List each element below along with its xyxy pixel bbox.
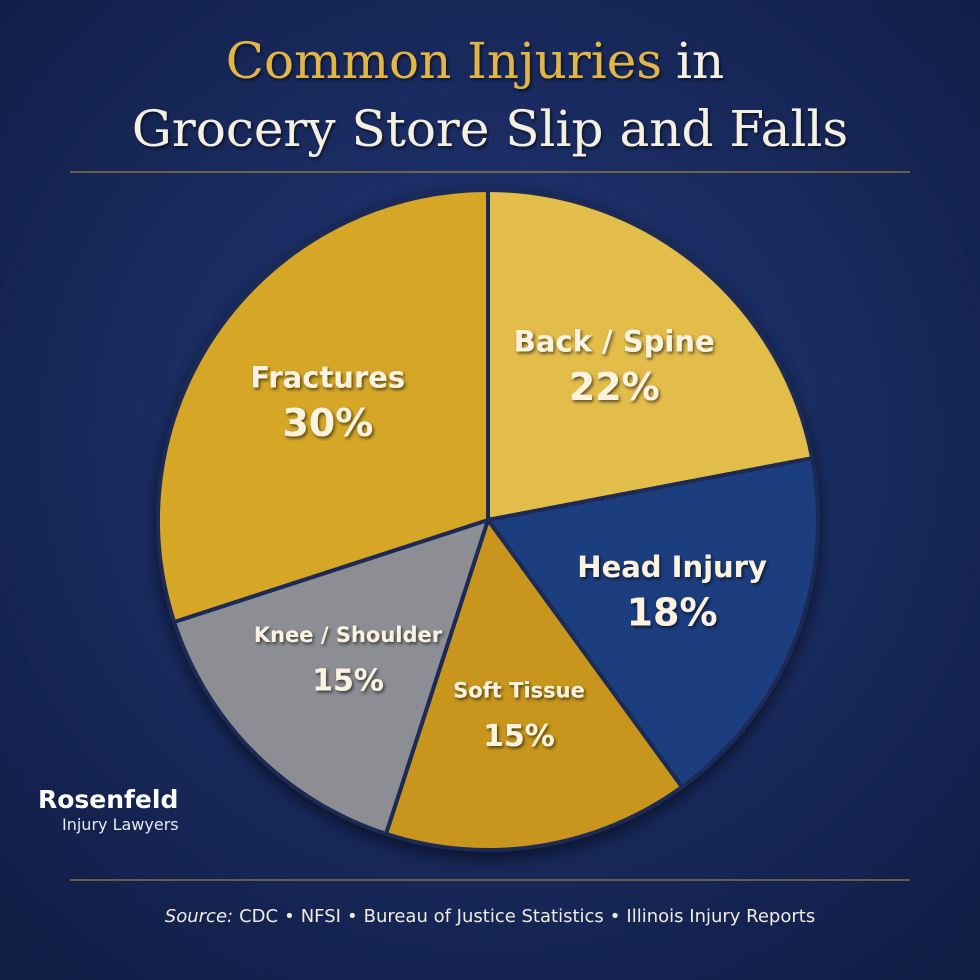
title-line-1: Common Injuries in <box>226 32 724 90</box>
bullet: • <box>284 906 295 927</box>
pie-slice <box>383 515 685 852</box>
source-item: Bureau of Justice Statistics <box>364 906 604 927</box>
slice-category: Back / Spine <box>514 324 715 358</box>
pie-slice <box>156 187 490 625</box>
slice-value: 30% <box>282 401 373 445</box>
title-word: in <box>676 32 724 90</box>
source-item: Illinois Injury Reports <box>626 906 815 927</box>
bullet: • <box>610 906 621 927</box>
slice-category: Head Injury <box>577 550 767 584</box>
labels: Back / Spine 22% Head Injury 18% Soft Tissue… <box>250 324 767 754</box>
pie <box>156 187 820 852</box>
slice-category: Knee / Shoulder <box>254 623 443 647</box>
source-item: NFSI <box>301 906 341 927</box>
slice-category: Soft Tissue <box>453 679 585 703</box>
brand-tagline: Injury Lawyers <box>62 815 179 834</box>
pie-slice <box>486 187 815 523</box>
slice-value: 15% <box>312 664 384 699</box>
slice-value: 22% <box>569 365 660 409</box>
slice-value: 18% <box>627 590 718 634</box>
slice-value: 15% <box>483 719 555 754</box>
source-item: CDC <box>239 906 278 927</box>
slice-category: Fractures <box>250 361 405 395</box>
pie-slice <box>484 455 820 790</box>
source-label: Source: <box>165 906 233 927</box>
title-highlight: Common Injuries <box>226 32 662 90</box>
title-line-2: Grocery Store Slip and Falls <box>132 100 848 158</box>
brand-name: Rosenfeld <box>38 785 178 814</box>
source-line: Source: CDC • NFSI • Bureau of Justice Statis… <box>165 906 815 927</box>
bullet: • <box>347 906 358 927</box>
